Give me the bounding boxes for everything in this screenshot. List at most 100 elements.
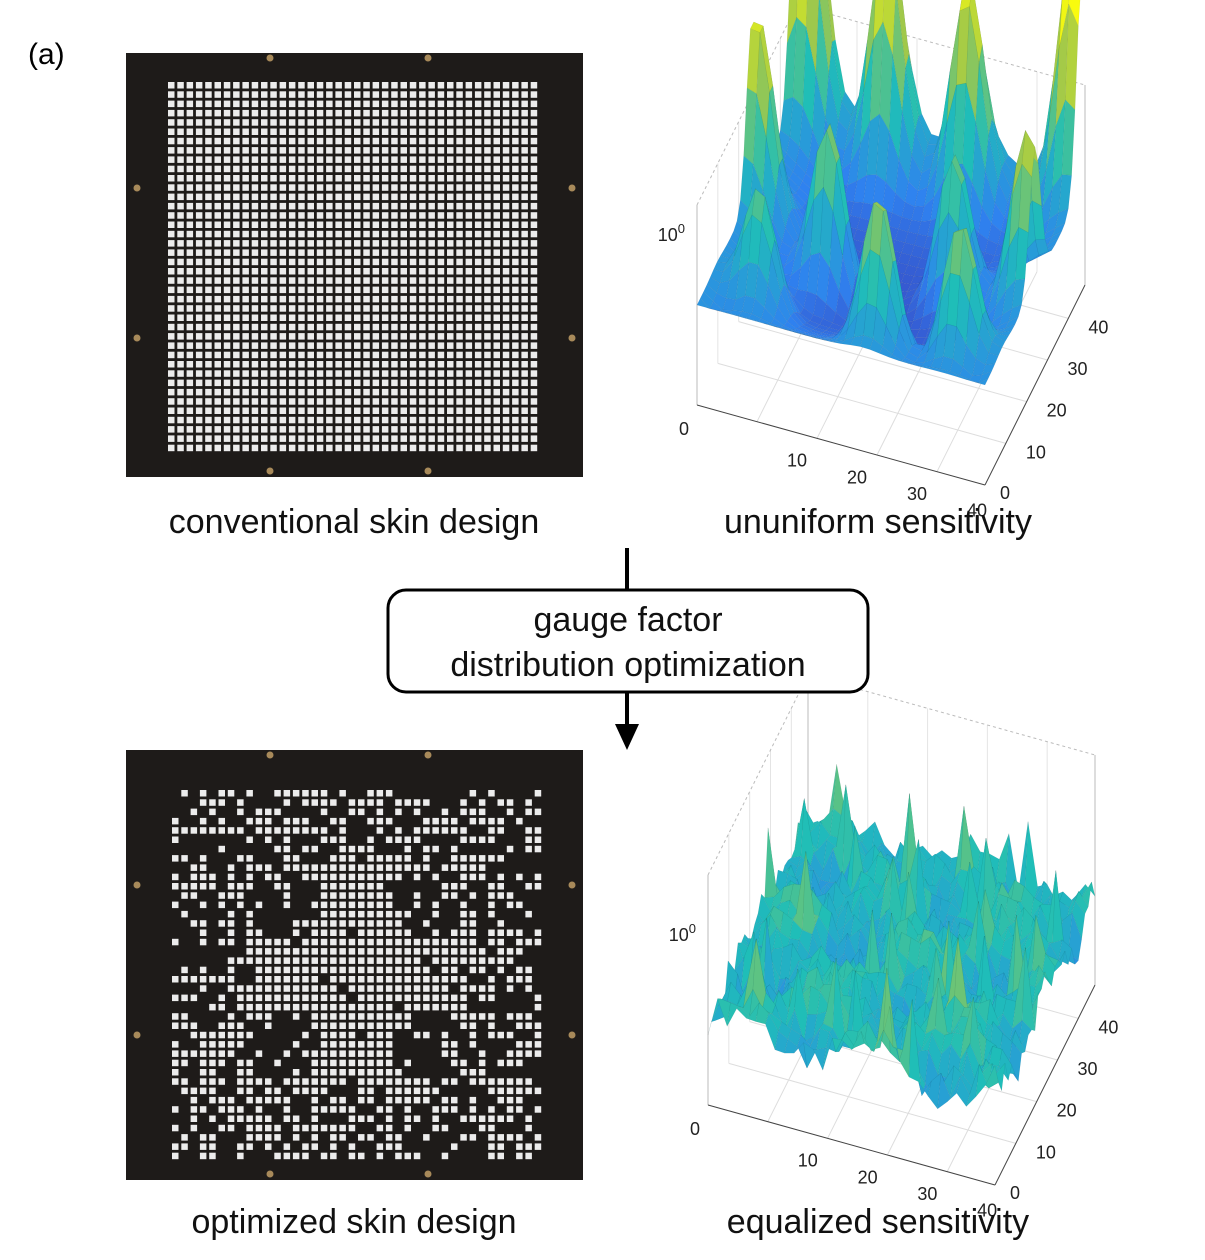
hole: [358, 1003, 365, 1011]
hole: [237, 883, 244, 890]
hole: [292, 966, 300, 974]
hole: [172, 938, 179, 946]
hole: [372, 156, 380, 163]
hole: [335, 398, 342, 405]
hole: [441, 966, 449, 974]
hole: [195, 314, 203, 321]
hole: [339, 836, 346, 843]
hole: [339, 938, 346, 946]
hole: [199, 1152, 207, 1160]
caption: ununiform sensitivity: [724, 503, 1032, 541]
hole: [474, 268, 482, 275]
hole: [199, 985, 207, 992]
hole: [363, 333, 370, 340]
hole: [363, 416, 370, 424]
hole: [469, 1069, 477, 1076]
hole: [190, 873, 198, 881]
hole: [316, 240, 324, 247]
hole: [497, 799, 504, 806]
hole: [311, 938, 318, 946]
hole: [447, 323, 454, 331]
hole: [316, 351, 324, 359]
hole: [460, 985, 467, 992]
hole: [274, 827, 281, 834]
hole: [205, 435, 212, 442]
hole: [437, 351, 445, 359]
hole: [506, 929, 514, 936]
hole: [437, 249, 445, 256]
hole: [395, 1013, 402, 1020]
hole: [404, 799, 411, 806]
hole: [447, 249, 454, 256]
hole: [469, 1078, 477, 1085]
hole: [199, 976, 207, 983]
hole: [316, 82, 324, 89]
hole: [456, 342, 463, 349]
hole: [307, 407, 314, 414]
hole: [358, 845, 365, 853]
hole: [307, 165, 314, 173]
hole: [376, 966, 384, 974]
hole: [218, 1124, 225, 1132]
hole: [348, 1013, 356, 1020]
hole: [534, 845, 542, 853]
hole: [335, 82, 342, 89]
hole: [168, 202, 175, 210]
hole: [447, 147, 454, 154]
hole: [372, 212, 380, 219]
hole: [339, 1022, 346, 1029]
hole: [233, 379, 240, 387]
hole: [400, 333, 407, 340]
hole: [395, 1152, 402, 1160]
hole: [391, 333, 398, 340]
hole: [330, 1003, 337, 1011]
hole: [186, 147, 194, 154]
hole: [432, 948, 439, 955]
hole: [363, 305, 370, 312]
hole: [261, 175, 268, 182]
hole: [525, 910, 532, 918]
hole: [400, 184, 407, 191]
hole: [339, 1013, 346, 1020]
hole: [456, 333, 463, 340]
hole: [330, 1124, 337, 1132]
hole: [172, 855, 179, 862]
hole: [423, 799, 430, 806]
hole: [177, 444, 184, 452]
hole: [409, 165, 417, 173]
hole: [488, 855, 495, 862]
hole: [534, 873, 542, 881]
hole: [246, 1124, 253, 1132]
hole: [320, 827, 328, 834]
hole: [385, 1106, 393, 1113]
hole: [316, 333, 324, 340]
hole: [502, 193, 510, 201]
hole: [344, 221, 352, 228]
hole: [381, 379, 389, 387]
hole: [223, 444, 231, 452]
hole: [172, 1022, 179, 1029]
hole: [335, 100, 342, 108]
hole: [205, 82, 212, 89]
hole: [320, 1003, 328, 1011]
hole: [237, 1069, 244, 1076]
hole: [534, 1031, 542, 1039]
hole: [344, 379, 352, 387]
screw: [424, 1170, 432, 1178]
hole: [512, 100, 519, 108]
hole: [320, 808, 328, 816]
hole: [283, 827, 291, 834]
hole: [484, 268, 491, 275]
hole: [177, 109, 184, 117]
hole: [376, 938, 384, 946]
hole: [209, 1078, 216, 1085]
hole: [400, 426, 407, 433]
hole: [214, 388, 221, 396]
hole: [447, 268, 454, 275]
hole: [242, 435, 249, 442]
hole: [534, 790, 542, 797]
hole: [242, 156, 249, 163]
hole: [265, 1087, 272, 1095]
hole: [242, 388, 249, 396]
